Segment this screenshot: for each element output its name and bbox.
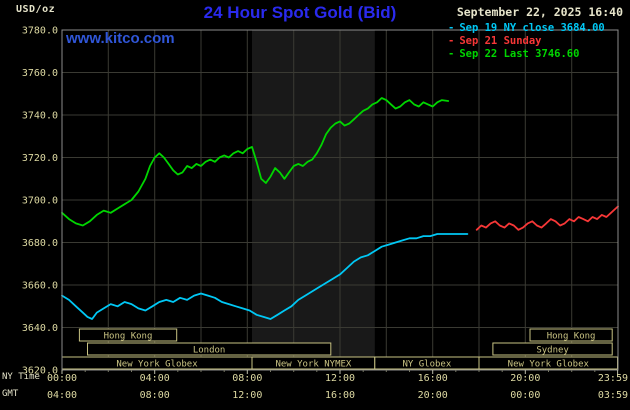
market-session-box — [492, 342, 613, 356]
y-axis-tick-label: 3760.0 — [22, 68, 58, 79]
x-axis-ny-tick-label: 08:00 — [232, 373, 262, 384]
ny-time-axis-label: NY Time — [2, 372, 40, 382]
price-line-series-2 — [61, 97, 450, 227]
market-session-label: London — [193, 346, 226, 356]
market-session-label: New York Globex — [116, 360, 198, 370]
price-line-series-0 — [61, 233, 469, 320]
x-axis-ny-tick-label: 23:59 — [598, 373, 628, 384]
chart-title: 24 Hour Spot Gold (Bid) — [203, 3, 397, 22]
x-axis-ny-tick-label: 12:00 — [325, 373, 355, 384]
y-axis-tick-label: 3640.0 — [22, 323, 58, 334]
market-session-label: Hong Kong — [547, 332, 596, 342]
legend: - Sep 19 NY close 3684.00 - Sep 21 Sunday … — [448, 22, 605, 61]
y-axis-tick-label: 3700.0 — [22, 196, 58, 207]
kitco-watermark-link[interactable]: www.kitco.com — [66, 30, 175, 47]
legend-dash-icon: - — [448, 22, 455, 34]
x-axis-gmt-tick-label: 00:00 — [510, 390, 540, 401]
legend-label-sep19: Sep 19 NY close 3684.00 — [459, 22, 605, 34]
x-axis-gmt-tick-label: 20:00 — [418, 390, 448, 401]
y-axis-tick-label: 3780.0 — [22, 26, 58, 37]
legend-item-sep22-last: - Sep 22 Last 3746.60 — [448, 48, 605, 61]
market-session-label: New York Globex — [508, 360, 590, 370]
legend-label-sep22: Sep 22 Last 3746.60 — [459, 48, 580, 60]
market-session-label: Hong Kong — [104, 332, 153, 342]
x-axis-gmt-tick-label: 08:00 — [140, 390, 170, 401]
x-axis-gmt-tick-label: 03:59 — [598, 390, 628, 401]
y-axis-tick-label: 3680.0 — [22, 238, 58, 249]
legend-dash-icon: - — [448, 35, 455, 47]
legend-item-sep21-sunday: - Sep 21 Sunday — [448, 35, 605, 48]
y-axis-tick-label: 3620.0 — [22, 366, 58, 377]
market-session-label: New York NYMEX — [275, 360, 351, 370]
legend-dash-icon: - — [448, 48, 455, 60]
market-session-box — [78, 328, 178, 342]
legend-label-sep21: Sep 21 Sunday — [459, 35, 542, 47]
y-axis-units-label: USD/oz — [16, 4, 56, 15]
price-line-series-1 — [475, 205, 619, 231]
gmt-axis-label: GMT — [2, 389, 19, 399]
market-session-label: Sydney — [536, 346, 569, 356]
x-axis-gmt-tick-label: 16:00 — [325, 390, 355, 401]
y-axis-tick-label: 3720.0 — [22, 153, 58, 164]
x-axis-ny-tick-label: 04:00 — [140, 373, 170, 384]
x-axis-ny-tick-label: 16:00 — [418, 373, 448, 384]
y-axis-tick-label: 3740.0 — [22, 111, 58, 122]
market-session-label: NY Globex — [403, 360, 452, 370]
market-session-box — [529, 328, 613, 342]
x-axis-gmt-tick-label: 04:00 — [47, 390, 77, 401]
x-axis-ny-tick-label: 00:00 — [47, 373, 77, 384]
market-session-box — [87, 342, 332, 356]
x-axis-ny-tick-label: 20:00 — [510, 373, 540, 384]
legend-item-sep19-close: - Sep 19 NY close 3684.00 — [448, 22, 605, 35]
x-axis-gmt-tick-label: 12:00 — [232, 390, 262, 401]
y-axis-tick-label: 3660.0 — [22, 281, 58, 292]
chart-datetime: September 22, 2025 16:40 — [456, 5, 623, 19]
